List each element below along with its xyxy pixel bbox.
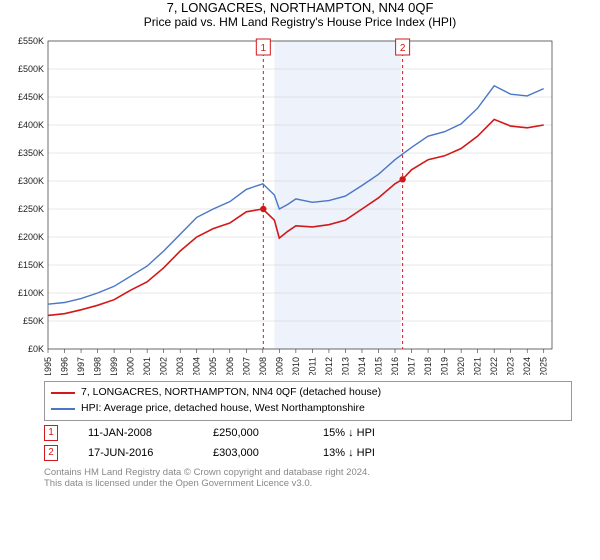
svg-text:2002: 2002 [159, 357, 169, 375]
svg-text:2011: 2011 [307, 357, 317, 375]
sale-date: 11-JAN-2008 [88, 427, 183, 439]
svg-text:£100K: £100K [18, 288, 44, 298]
svg-text:2017: 2017 [407, 357, 417, 375]
svg-text:2013: 2013 [340, 357, 350, 375]
svg-text:2003: 2003 [175, 357, 185, 375]
svg-text:2008: 2008 [258, 357, 268, 375]
svg-text:2001: 2001 [142, 357, 152, 375]
svg-text:2024: 2024 [522, 357, 532, 375]
svg-text:2000: 2000 [126, 357, 136, 375]
svg-text:2: 2 [400, 43, 406, 54]
svg-text:£400K: £400K [18, 120, 44, 130]
legend-item-hpi: HPI: Average price, detached house, West… [51, 401, 565, 417]
svg-text:2010: 2010 [291, 357, 301, 375]
svg-text:1999: 1999 [109, 357, 119, 375]
svg-text:£150K: £150K [18, 260, 44, 270]
svg-text:2009: 2009 [274, 357, 284, 375]
legend-label-1: 7, LONGACRES, NORTHAMPTON, NN4 0QF (deta… [81, 385, 381, 401]
sale-delta: 13% ↓ HPI [323, 447, 375, 459]
sale-row: 2 17-JUN-2016 £303,000 13% ↓ HPI [44, 445, 600, 461]
svg-text:£450K: £450K [18, 92, 44, 102]
svg-text:1995: 1995 [43, 357, 53, 375]
svg-text:£200K: £200K [18, 232, 44, 242]
svg-text:2021: 2021 [473, 357, 483, 375]
legend-swatch-1 [51, 392, 75, 394]
sale-marker: 2 [44, 445, 58, 461]
svg-text:2004: 2004 [192, 357, 202, 375]
sale-price: £250,000 [213, 427, 293, 439]
page-subtitle: Price paid vs. HM Land Registry's House … [0, 15, 600, 29]
footer: Contains HM Land Registry data © Crown c… [44, 467, 600, 491]
svg-text:2023: 2023 [506, 357, 516, 375]
svg-text:2012: 2012 [324, 357, 334, 375]
price-chart: £0K £50K £100K £150K £200K £250K £300K £350K £40… [4, 35, 564, 375]
svg-text:£0K: £0K [28, 344, 44, 354]
svg-text:£300K: £300K [18, 176, 44, 186]
footer-line-2: This data is licensed under the Open Gov… [44, 478, 600, 490]
svg-text:2015: 2015 [373, 357, 383, 375]
sale-marker: 1 [44, 425, 58, 441]
legend-label-2: HPI: Average price, detached house, West… [81, 401, 365, 417]
svg-text:1: 1 [261, 43, 267, 54]
svg-text:£550K: £550K [18, 36, 44, 46]
sale-price: £303,000 [213, 447, 293, 459]
svg-text:£250K: £250K [18, 204, 44, 214]
svg-text:2014: 2014 [357, 357, 367, 375]
svg-text:2019: 2019 [440, 357, 450, 375]
svg-text:2006: 2006 [225, 357, 235, 375]
svg-text:1997: 1997 [76, 357, 86, 375]
svg-text:2025: 2025 [539, 357, 549, 375]
svg-text:2007: 2007 [241, 357, 251, 375]
svg-text:2022: 2022 [489, 357, 499, 375]
svg-text:2016: 2016 [390, 357, 400, 375]
legend-swatch-2 [51, 408, 75, 410]
svg-text:£50K: £50K [23, 316, 44, 326]
svg-text:£500K: £500K [18, 64, 44, 74]
svg-text:1998: 1998 [93, 357, 103, 375]
svg-text:2020: 2020 [456, 357, 466, 375]
svg-text:1996: 1996 [60, 357, 70, 375]
legend-item-price-paid: 7, LONGACRES, NORTHAMPTON, NN4 0QF (deta… [51, 385, 565, 401]
page-title: 7, LONGACRES, NORTHAMPTON, NN4 0QF [0, 0, 600, 15]
sale-delta: 15% ↓ HPI [323, 427, 375, 439]
svg-text:2005: 2005 [208, 357, 218, 375]
svg-text:£350K: £350K [18, 148, 44, 158]
sale-row: 1 11-JAN-2008 £250,000 15% ↓ HPI [44, 425, 600, 441]
sale-date: 17-JUN-2016 [88, 447, 183, 459]
legend: 7, LONGACRES, NORTHAMPTON, NN4 0QF (deta… [44, 381, 572, 421]
svg-text:2018: 2018 [423, 357, 433, 375]
footer-line-1: Contains HM Land Registry data © Crown c… [44, 467, 600, 479]
